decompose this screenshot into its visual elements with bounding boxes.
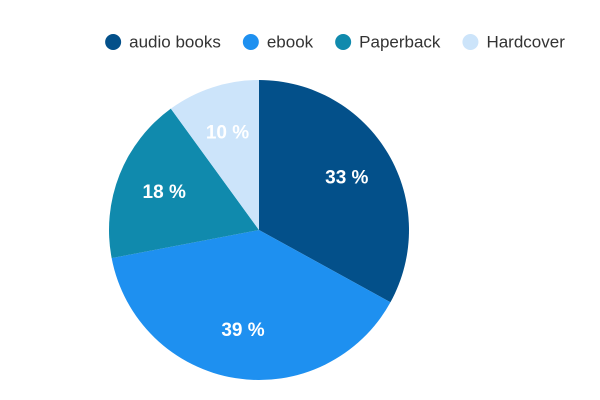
slice-audio-books[interactable]: [259, 80, 410, 303]
slice-label-paperback: 18 %: [143, 182, 186, 203]
legend-swatch-hardcover: [462, 34, 479, 50]
slice-paperback[interactable]: [109, 108, 259, 259]
legend-item-audio-books[interactable]: audio books: [105, 33, 221, 52]
legend-item-paperback[interactable]: Paperback: [335, 33, 441, 52]
legend-label-ebook: ebook: [267, 33, 314, 52]
legend-label-paperback: Paperback: [359, 33, 441, 52]
slice-label-ebook: 39 %: [221, 320, 264, 341]
slice-labels: 33 % 39 % 18 % 10 %: [143, 123, 369, 342]
pie-slices: [109, 80, 410, 381]
legend-swatch-audio-books: [105, 34, 122, 50]
legend-label-audio-books: audio books: [129, 33, 221, 52]
slice-hardcover[interactable]: [170, 80, 259, 230]
legend-swatch-paperback: [335, 34, 352, 50]
legend-item-hardcover[interactable]: Hardcover: [462, 33, 565, 52]
legend-label-hardcover: Hardcover: [486, 33, 565, 52]
legend-swatch-ebook: [242, 34, 259, 50]
slice-ebook[interactable]: [111, 230, 391, 381]
legend: audio books ebook Paperback Hardcover: [105, 33, 565, 52]
legend-item-ebook[interactable]: ebook: [242, 33, 314, 52]
slice-label-audio-books: 33 %: [325, 168, 368, 189]
slice-label-hardcover: 10 %: [206, 123, 249, 144]
